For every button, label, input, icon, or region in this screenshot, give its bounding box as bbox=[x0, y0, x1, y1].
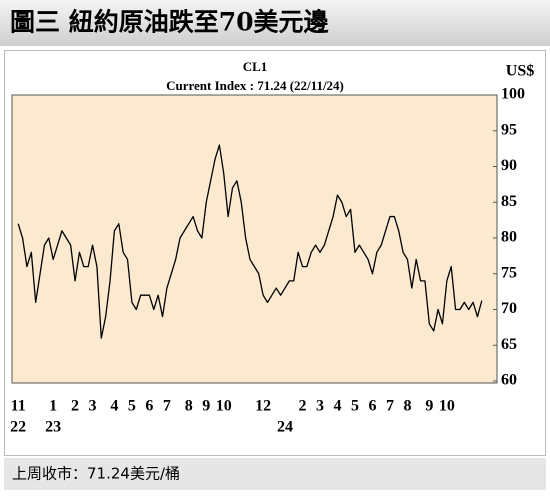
x-tick-label: 2 bbox=[71, 398, 79, 415]
x-tick-label: 4 bbox=[110, 398, 118, 415]
x-tick-label: 7 bbox=[386, 398, 394, 415]
x-tick-label: 8 bbox=[185, 398, 193, 415]
x-tick-label: 10 bbox=[439, 398, 455, 415]
y-tick-label: 85 bbox=[501, 193, 517, 210]
x-year-label: 22 bbox=[10, 419, 26, 436]
header-bg bbox=[0, 0, 550, 46]
y-tick-label: 80 bbox=[501, 229, 517, 246]
x-tick-label: 2 bbox=[298, 398, 306, 415]
x-year-label: 24 bbox=[277, 419, 293, 436]
x-tick-label: 7 bbox=[163, 398, 171, 415]
x-tick-label: 1 bbox=[49, 398, 57, 415]
x-tick-label: 4 bbox=[333, 398, 341, 415]
chart-title: CL1 bbox=[243, 59, 268, 74]
y-tick-label: 90 bbox=[501, 157, 517, 174]
x-tick-label: 5 bbox=[351, 398, 359, 415]
y-tick-label: 65 bbox=[501, 336, 517, 353]
plot-area bbox=[11, 94, 498, 384]
footer-bg bbox=[4, 458, 546, 490]
x-tick-label: 6 bbox=[368, 398, 376, 415]
x-tick-label: 9 bbox=[425, 398, 433, 415]
footer-text: 上周收市：71.24美元/桶 bbox=[12, 465, 180, 483]
x-tick-label: 11 bbox=[11, 398, 26, 415]
x-year-label: 23 bbox=[45, 419, 61, 436]
y-unit: US$ bbox=[506, 63, 534, 80]
x-tick-label: 8 bbox=[403, 398, 411, 415]
x-tick-label: 9 bbox=[202, 398, 210, 415]
x-tick-label: 10 bbox=[216, 398, 232, 415]
price-line bbox=[17, 144, 483, 339]
x-tick-label: 12 bbox=[255, 398, 271, 415]
y-tick-label: 95 bbox=[501, 121, 517, 138]
x-tick-label: 5 bbox=[128, 398, 136, 415]
header-title: 圖三 紐約原油跌至70美元邊 bbox=[10, 8, 329, 37]
x-tick-label: 6 bbox=[145, 398, 153, 415]
x-tick-label: 3 bbox=[316, 398, 324, 415]
chart-subtitle: Current Index : 71.24 (22/11/24) bbox=[166, 78, 344, 93]
y-tick-label: 60 bbox=[501, 372, 517, 389]
y-tick-label: 100 bbox=[501, 86, 525, 103]
y-tick-label: 70 bbox=[501, 300, 517, 317]
x-tick-label: 3 bbox=[89, 398, 97, 415]
y-tick-label: 75 bbox=[501, 264, 517, 281]
